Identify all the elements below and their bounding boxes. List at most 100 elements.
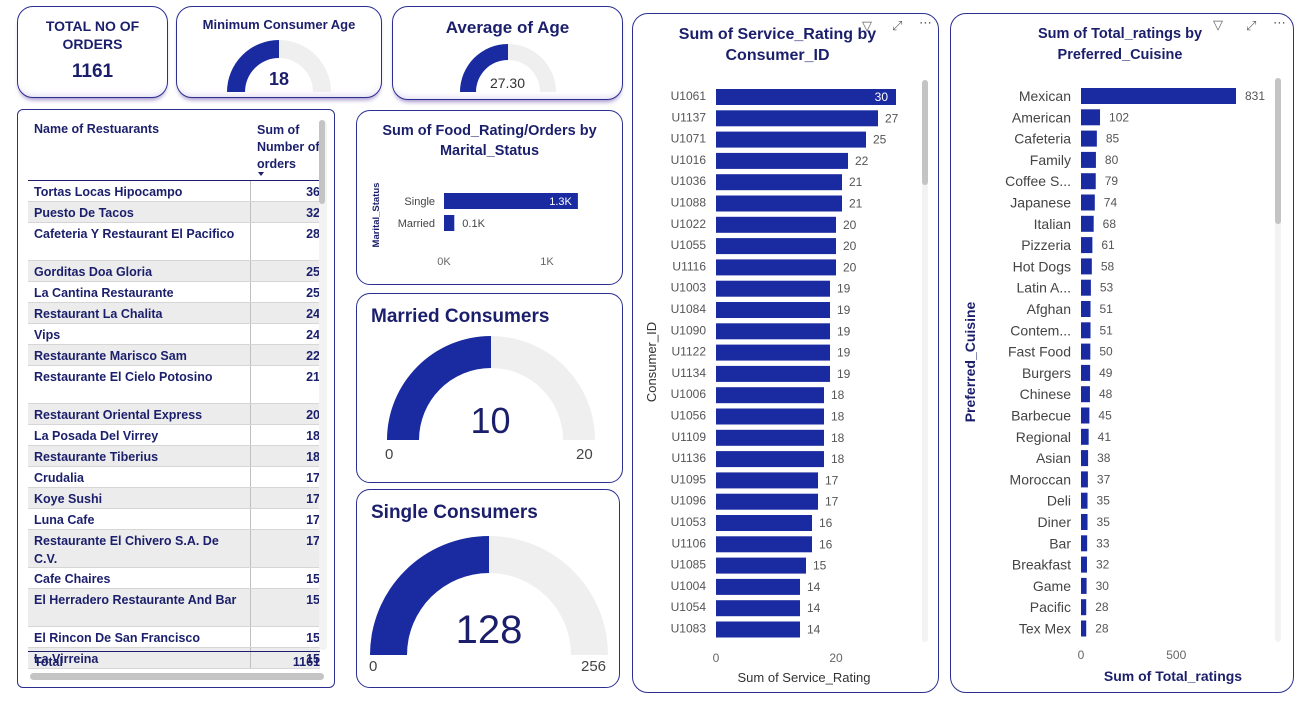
cuisine-vscroll-thumb[interactable]: [1275, 78, 1281, 224]
table-row[interactable]: Tortas Locas Hipocampo 36: [28, 181, 320, 202]
table-row[interactable]: La Posada Del Virrey 18: [28, 425, 320, 446]
table-hscroll-thumb[interactable]: [30, 673, 324, 680]
cuisine-rating-data-label: 45: [1098, 409, 1112, 423]
cuisine-rating-bar[interactable]: [1081, 322, 1091, 339]
cuisine-rating-bar[interactable]: [1081, 343, 1091, 360]
cuisine-rating-bar[interactable]: [1081, 471, 1088, 488]
cuisine-rating-bar[interactable]: [1081, 279, 1091, 296]
filter-icon[interactable]: ▽: [862, 18, 872, 33]
table-row[interactable]: El Herradero Restaurante And Bar 15: [28, 589, 320, 627]
food-rating-bar[interactable]: [444, 215, 455, 231]
cuisine-rating-bar[interactable]: [1081, 151, 1096, 168]
cuisine-rating-bar[interactable]: [1081, 301, 1091, 317]
col-header-name[interactable]: Name of Restuarants: [34, 122, 160, 136]
table-vscroll-track[interactable]: [319, 120, 327, 650]
table-row[interactable]: Vips 24: [28, 324, 320, 345]
service-rating-bar[interactable]: [716, 280, 830, 297]
cuisine-rating-bar[interactable]: [1081, 109, 1101, 126]
service-rating-bar[interactable]: [716, 493, 818, 510]
service-rating-bar[interactable]: [716, 195, 842, 212]
service-rating-bar[interactable]: [716, 600, 800, 617]
cuisine-rating-bar[interactable]: [1081, 173, 1096, 190]
service-vscroll-thumb[interactable]: [922, 80, 928, 185]
focus-mode-icon[interactable]: ⤢: [892, 18, 903, 33]
cuisine-rating-bar[interactable]: [1081, 364, 1091, 381]
table-row[interactable]: Koye Sushi 17: [28, 488, 320, 509]
table-row[interactable]: Restaurante El Cielo Potosino 21: [28, 366, 320, 404]
table-row[interactable]: Restaurante El Chivero S.A. De C.V. 17: [28, 530, 320, 568]
cuisine-rating-bar[interactable]: [1081, 556, 1087, 573]
service-rating-bar[interactable]: [716, 451, 824, 468]
service-rating-bar[interactable]: [716, 578, 800, 595]
service-rating-bar[interactable]: [716, 344, 830, 361]
cuisine-rating-bar[interactable]: [1081, 215, 1094, 232]
table-vscroll-thumb[interactable]: [319, 120, 325, 204]
food-rating-bar[interactable]: [444, 193, 578, 209]
cuisine-rating-bar[interactable]: [1081, 599, 1087, 616]
cuisine-rating-bar[interactable]: [1081, 237, 1093, 254]
table-row[interactable]: La Virreina 15: [28, 648, 320, 669]
service-rating-bar[interactable]: [716, 429, 824, 446]
cuisine-rating-bar[interactable]: [1081, 88, 1236, 104]
service-rating-bar[interactable]: [716, 365, 830, 382]
table-row[interactable]: Puesto De Tacos 32: [28, 202, 320, 223]
service-rating-bar[interactable]: [716, 110, 878, 127]
table-row[interactable]: Cafeteria Y Restaurant El Pacifico 28: [28, 223, 320, 261]
table-row[interactable]: Gorditas Doa Gloria 25: [28, 261, 320, 282]
service-rating-bar[interactable]: [716, 89, 896, 105]
table-row[interactable]: La Cantina Restaurante 25: [28, 282, 320, 303]
cuisine-label: Pizzeria: [1021, 237, 1071, 253]
service-rating-bar[interactable]: [716, 472, 818, 489]
cuisine-rating-bar[interactable]: [1081, 407, 1090, 424]
table-row[interactable]: Cafe Chaires 15: [28, 568, 320, 589]
cuisine-rating-bar[interactable]: [1081, 535, 1088, 552]
consumer-id-label: U1090: [671, 323, 707, 337]
service-rating-bar[interactable]: [716, 536, 812, 553]
service-rating-bar[interactable]: [716, 131, 866, 148]
service-rating-bar[interactable]: [716, 621, 800, 638]
service-rating-bar[interactable]: [716, 302, 830, 318]
service-rating-bar[interactable]: [716, 152, 848, 169]
cuisine-rating-bar[interactable]: [1081, 620, 1087, 637]
service-rating-bar[interactable]: [716, 515, 812, 531]
cuisine-rating-bar[interactable]: [1081, 492, 1088, 509]
cuisine-rating-bar[interactable]: [1081, 577, 1087, 594]
service-rating-bar[interactable]: [716, 259, 836, 276]
table-row[interactable]: Luna Cafe 17: [28, 509, 320, 530]
cuisine-more-options-icon[interactable]: ⋯: [1273, 15, 1286, 30]
cuisine-label: Afghan: [1027, 301, 1071, 317]
service-rating-bar[interactable]: [716, 174, 842, 191]
cuisine-rating-bar[interactable]: [1081, 194, 1095, 211]
cuisine-rating-bar[interactable]: [1081, 428, 1089, 445]
cuisine-vscroll-track[interactable]: [1275, 78, 1281, 642]
service-rating-bar[interactable]: [716, 216, 836, 233]
service-rating-tick-label: 20: [829, 651, 843, 665]
order-count: 15: [306, 593, 320, 607]
service-rating-bar[interactable]: [716, 323, 830, 340]
table-row[interactable]: Restaurante Marisco Sam 22: [28, 345, 320, 366]
service-rating-bar[interactable]: [716, 238, 836, 255]
table-row[interactable]: Restaurant Oriental Express 20: [28, 404, 320, 425]
consumer-id-label: U1022: [671, 217, 707, 231]
table-row[interactable]: El Rincon De San Francisco 15: [28, 627, 320, 648]
table-row[interactable]: Restaurant La Chalita 24: [28, 303, 320, 324]
col-header-sum[interactable]: Sum of Number of orders: [257, 123, 320, 171]
column-divider: [250, 366, 251, 403]
sort-desc-icon[interactable]: [258, 172, 264, 176]
restaurant-name: Restaurante Tiberius: [34, 450, 159, 464]
cuisine-rating-bar[interactable]: [1081, 258, 1092, 275]
cuisine-rating-bar[interactable]: [1081, 450, 1089, 467]
cuisine-filter-icon[interactable]: ▽: [1213, 17, 1223, 32]
cuisine-focus-mode-icon[interactable]: ⤢: [1246, 18, 1257, 33]
table-row[interactable]: Crudalia 17: [28, 467, 320, 488]
cuisine-rating-bar[interactable]: [1081, 514, 1088, 530]
table-row[interactable]: Restaurante Tiberius 18: [28, 446, 320, 467]
service-rating-bar[interactable]: [716, 557, 806, 574]
service-rating-bar[interactable]: [716, 408, 824, 425]
more-options-icon[interactable]: ⋯: [919, 15, 932, 30]
service-vscroll-track[interactable]: [922, 80, 928, 642]
cuisine-rating-bar[interactable]: [1081, 130, 1097, 147]
column-divider: [250, 488, 251, 508]
service-rating-bar[interactable]: [716, 387, 824, 404]
cuisine-rating-bar[interactable]: [1081, 386, 1090, 403]
